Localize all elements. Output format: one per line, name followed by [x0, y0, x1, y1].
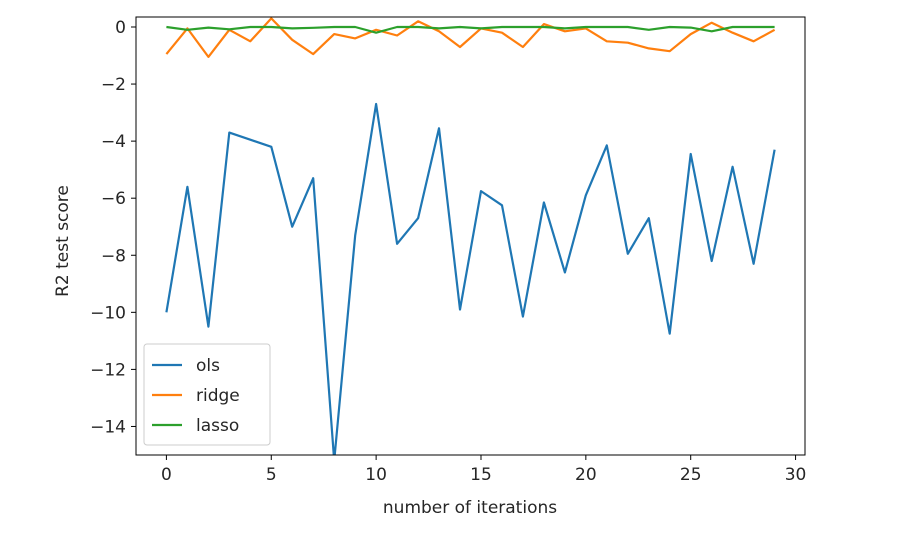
legend: ols ridge lasso — [143, 343, 271, 446]
y-tick-label: −4 — [101, 132, 126, 152]
x-tick-label: 25 — [680, 465, 702, 485]
y-tick-label: −12 — [90, 360, 126, 380]
x-tick-label: 0 — [161, 465, 172, 485]
series-line-lasso — [166, 25, 775, 34]
legend-label-lasso: lasso — [196, 416, 239, 436]
x-tick-label: 20 — [575, 465, 597, 485]
legend-box — [143, 343, 271, 446]
y-tick-label: −6 — [101, 189, 126, 209]
x-tick-label: 15 — [470, 465, 492, 485]
series-layer — [165, 17, 776, 455]
x-axis: 0 5 10 15 20 25 30 — [161, 455, 806, 485]
x-tick-label: 30 — [785, 465, 807, 485]
x-tick-label: 10 — [365, 465, 387, 485]
legend-label-ridge: ridge — [196, 386, 240, 406]
y-tick-label: −10 — [90, 303, 126, 323]
y-tick-label: −8 — [101, 246, 126, 266]
y-tick-label: −2 — [101, 75, 126, 95]
y-tick-label: 0 — [115, 18, 126, 38]
y-tick-label: −14 — [90, 417, 126, 437]
x-axis-label: number of iterations — [383, 498, 557, 518]
series-line-ols — [165, 102, 776, 455]
x-tick-label: 5 — [266, 465, 277, 485]
legend-label-ols: ols — [196, 356, 220, 376]
series-line-ridge — [165, 17, 776, 59]
y-axis: 0 −2 −4 −6 −8 −10 −12 −14 — [90, 18, 136, 437]
plot-frame — [135, 16, 806, 456]
y-axis-label: R2 test score — [53, 185, 73, 297]
